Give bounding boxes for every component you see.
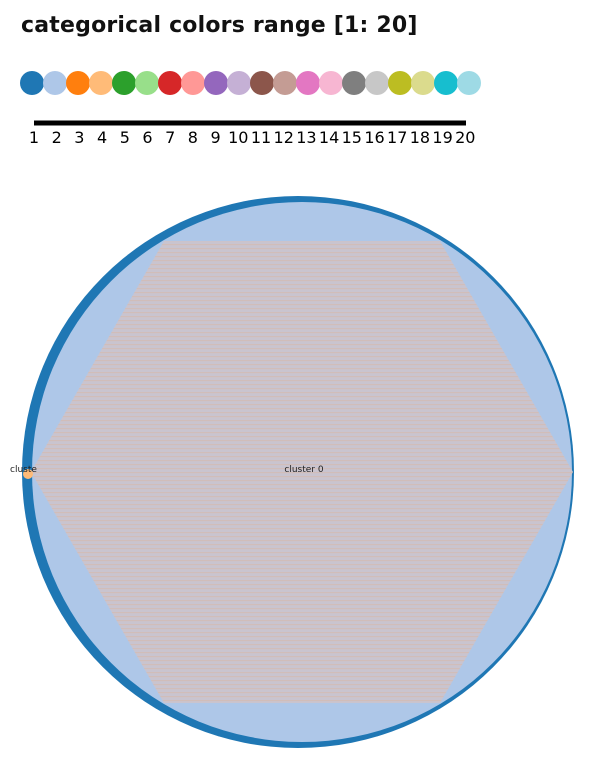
color-swatch bbox=[434, 71, 458, 95]
palette-tick-label: 12 bbox=[274, 128, 294, 147]
palette-tick-label: 16 bbox=[364, 128, 384, 147]
color-swatch bbox=[250, 71, 274, 95]
palette-tick-label: 13 bbox=[296, 128, 316, 147]
palette-tick-label: 8 bbox=[188, 128, 198, 147]
palette-tick-label: 19 bbox=[432, 128, 452, 147]
palette-tick-label: 18 bbox=[410, 128, 430, 147]
color-swatch bbox=[20, 71, 44, 95]
color-swatch bbox=[342, 71, 366, 95]
palette-tick-label: 5 bbox=[120, 128, 130, 147]
color-swatch bbox=[319, 71, 343, 95]
cluster-hexagon bbox=[31, 241, 573, 703]
color-swatch bbox=[89, 71, 113, 95]
small-cluster-node bbox=[23, 469, 33, 479]
color-swatch bbox=[66, 71, 90, 95]
palette-tick-label: 3 bbox=[74, 128, 84, 147]
color-swatch-row bbox=[20, 71, 481, 95]
center-node-label: cluster 0 bbox=[284, 465, 323, 475]
color-swatch bbox=[388, 71, 412, 95]
color-swatch bbox=[457, 71, 481, 95]
palette-tick-label: 7 bbox=[165, 128, 175, 147]
palette-tick-label: 2 bbox=[52, 128, 62, 147]
color-swatch bbox=[273, 71, 297, 95]
palette-axis-ticks: 1 2 3 4 5 6 7 8 9 10 11 12 13 14 15 16 17 18 19 20 bbox=[29, 128, 476, 147]
color-swatch bbox=[365, 71, 389, 95]
left-node-label: cluste bbox=[10, 465, 37, 475]
palette-tick-label: 6 bbox=[142, 128, 152, 147]
color-swatch bbox=[43, 71, 67, 95]
palette-tick-label: 11 bbox=[251, 128, 271, 147]
color-swatch bbox=[135, 71, 159, 95]
color-swatch bbox=[181, 71, 205, 95]
color-swatch bbox=[296, 71, 320, 95]
palette-tick-label: 9 bbox=[211, 128, 221, 147]
color-swatch bbox=[227, 71, 251, 95]
palette-tick-label: 15 bbox=[342, 128, 362, 147]
palette-tick-label: 17 bbox=[387, 128, 407, 147]
palette-tick-label: 20 bbox=[455, 128, 475, 147]
color-swatch bbox=[204, 71, 228, 95]
page-title: categorical colors range [1: 20] bbox=[21, 13, 418, 38]
palette-tick-label: 4 bbox=[97, 128, 107, 147]
palette-tick-label: 14 bbox=[319, 128, 339, 147]
color-swatch bbox=[112, 71, 136, 95]
palette-tick-label: 10 bbox=[228, 128, 248, 147]
color-swatch bbox=[158, 71, 182, 95]
color-swatch bbox=[411, 71, 435, 95]
palette-tick-label: 1 bbox=[29, 128, 39, 147]
